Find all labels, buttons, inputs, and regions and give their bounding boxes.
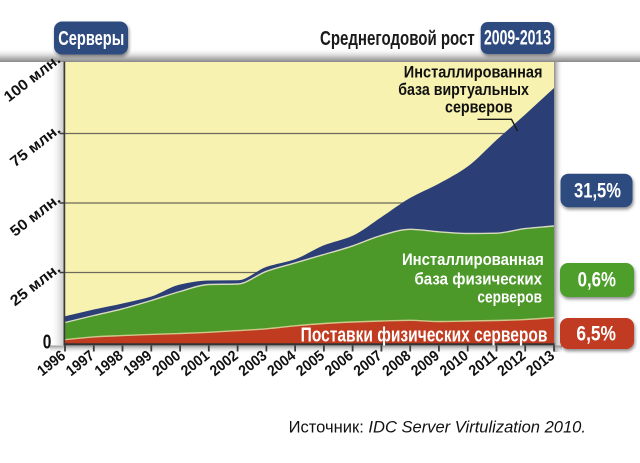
svg-text:31,5%: 31,5% [574, 180, 621, 203]
svg-text:2009-2013: 2009-2013 [484, 26, 551, 50]
svg-text:серверов: серверов [477, 288, 542, 306]
svg-text:Поставки физических серверов: Поставки физических серверов [301, 324, 548, 347]
svg-text:Инсталлированная: Инсталлированная [404, 64, 543, 82]
svg-text:Серверы: Серверы [58, 27, 124, 50]
svg-text:Источник: IDC Server Virtuliza: Источник: IDC Server Virtulization 2010. [289, 417, 586, 436]
svg-text:0: 0 [43, 331, 52, 353]
svg-text:Среднегодовой рост: Среднегодовой рост [320, 27, 475, 50]
svg-text:0,6%: 0,6% [578, 269, 616, 292]
svg-text:Инсталлированная: Инсталлированная [402, 252, 544, 270]
svg-text:серверов: серверов [445, 98, 512, 116]
svg-text:база виртуальных: база виртуальных [398, 81, 529, 99]
svg-text:6,5%: 6,5% [576, 323, 616, 346]
svg-text:база физических: база физических [414, 271, 542, 289]
